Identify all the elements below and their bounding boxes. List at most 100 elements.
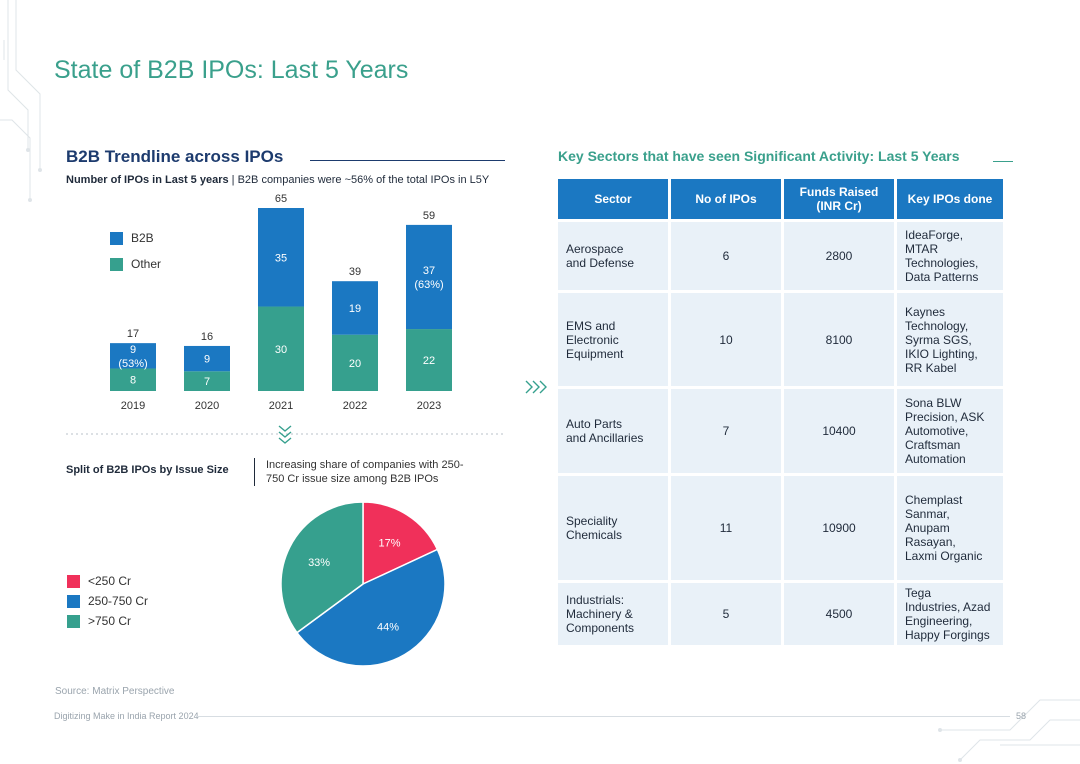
cell-funds: 8100 [784, 293, 894, 386]
col-header-key-ipos: Key IPOs done [897, 179, 1003, 219]
pie-value-label: 33% [308, 557, 330, 569]
sectors-heading-rule [993, 161, 1013, 162]
bar-b2b-2019 [110, 343, 156, 369]
source-note: Source: Matrix Perspective [55, 686, 175, 697]
legend-label-gt750: >750 Cr [88, 614, 132, 628]
x-tick-label: 2023 [417, 400, 441, 412]
ipo-bar-chart: 89 (53%)172019791620203035652021201939202… [110, 193, 452, 412]
legend-item-mid: 250-750 Cr [67, 594, 148, 608]
section-divider [66, 425, 506, 444]
bar-total-label: 65 [275, 193, 287, 205]
table-row: Industrials: Machinery & Components 5 45… [558, 583, 1003, 645]
bar-label-other: 7 [204, 376, 210, 388]
split-note: Increasing share of companies with 250-7… [266, 459, 464, 485]
bar-label-other: 8 [130, 375, 136, 387]
bar-b2b-2020 [184, 345, 230, 372]
bar-total-label: 16 [201, 331, 213, 343]
x-tick-label: 2022 [343, 400, 367, 412]
bar-b2b-2022 [332, 281, 378, 335]
table-row: EMS and Electronic Equipment 10 8100 Kay… [558, 293, 1003, 386]
legend-label-b2b: B2B [131, 231, 154, 245]
cell-sector: Auto Parts and Ancillaries [558, 389, 668, 473]
bar-total-label: 39 [349, 266, 361, 278]
cell-funds: 10900 [784, 476, 894, 580]
cell-sector: Industrials: Machinery & Components [558, 583, 668, 645]
trend-subtitle-bold: Number of IPOs in Last 5 years [66, 174, 229, 186]
col-header-funds: Funds Raised (INR Cr) [784, 179, 894, 219]
cell-ipos: 11 [671, 476, 781, 580]
cell-ipos: 10 [671, 293, 781, 386]
bar-other-2023 [406, 329, 452, 391]
bar-label-other: 30 [275, 344, 287, 356]
bar-label-b2b: 9 (53%) [118, 344, 147, 370]
pie-slice-2 [280, 501, 364, 634]
bar-total-label: 59 [423, 210, 435, 222]
cell-key-ipos: Chemplast Sanmar, Anupam Rasayan, Laxmi … [897, 476, 1003, 580]
legend-item-other: Other [110, 257, 161, 271]
trend-subtitle-rest: | B2B companies were ~56% of the total I… [228, 174, 490, 186]
cell-key-ipos: IdeaForge, MTAR Technologies, Data Patte… [897, 222, 1003, 290]
legend-swatch-b2b [110, 231, 123, 245]
trend-subtitle: Number of IPOs in Last 5 years | B2B com… [66, 174, 489, 186]
bar-label-other: 22 [423, 355, 435, 367]
cell-funds: 4500 [784, 583, 894, 645]
legend-label-lt250: <250 Cr [88, 574, 132, 588]
chevrons-right-icon [525, 380, 547, 394]
sectors-table: Sector No of IPOs Funds Raised (INR Cr) … [555, 176, 1006, 648]
split-separator [254, 458, 255, 486]
table-row: Auto Parts and Ancillaries 7 10400 Sona … [558, 389, 1003, 473]
bar-other-2021 [258, 306, 304, 391]
sectors-header-row: Sector No of IPOs Funds Raised (INR Cr) … [558, 179, 1003, 219]
bar-b2b-2021 [258, 208, 304, 307]
cell-key-ipos: Kaynes Technology, Syrma SGS, IKIO Light… [897, 293, 1003, 386]
bar-total-label: 17 [127, 328, 139, 340]
trend-heading-rule [310, 160, 505, 161]
issue-size-pie-chart: 17% 44% 33% [280, 501, 446, 667]
cell-funds: 10400 [784, 389, 894, 473]
footer-report-name: Digitizing Make in India Report 2024 [54, 711, 199, 721]
pie-slice-1 [295, 548, 446, 667]
cell-sector: EMS and Electronic Equipment [558, 293, 668, 386]
bar-legend: B2B Other [110, 231, 161, 271]
cell-sector: Speciality Chemicals [558, 476, 668, 580]
cell-funds: 2800 [784, 222, 894, 290]
legend-label-mid: 250-750 Cr [88, 594, 149, 608]
page-title: State of B2B IPOs: Last 5 Years [54, 56, 409, 84]
table-row: Aerospace and Defense 6 2800 IdeaForge, … [558, 222, 1003, 290]
pie-legend: <250 Cr 250-750 Cr >750 Cr [67, 574, 148, 628]
pie-slice-0 [362, 501, 439, 586]
pie-value-label: 44% [377, 621, 399, 633]
cell-key-ipos: Tega Industries, Azad Engineering, Happy… [897, 583, 1003, 645]
col-header-ipos: No of IPOs [671, 179, 781, 219]
table-row: Speciality Chemicals 11 10900 Chemplast … [558, 476, 1003, 580]
legend-swatch-gt750 [67, 614, 80, 628]
bar-other-2020 [184, 371, 230, 391]
bar-other-2022 [332, 334, 378, 391]
legend-swatch-other [110, 257, 123, 271]
bar-label-b2b: 35 [275, 252, 287, 264]
cell-ipos: 6 [671, 222, 781, 290]
bar-label-other: 20 [349, 358, 361, 370]
legend-item-gt750: >750 Cr [67, 614, 148, 628]
legend-swatch-mid [67, 594, 80, 608]
legend-item-lt250: <250 Cr [67, 574, 148, 588]
bar-label-b2b: 37 (63%) [414, 265, 443, 291]
sectors-heading: Key Sectors that have seen Significant A… [558, 148, 960, 164]
x-tick-label: 2019 [121, 400, 145, 412]
bar-label-b2b: 9 [204, 354, 210, 366]
bar-b2b-2023 [406, 224, 452, 330]
cell-key-ipos: Sona BLW Precision, ASK Automotive, Craf… [897, 389, 1003, 473]
footer-rule [196, 716, 1010, 717]
pie-value-label: 17% [378, 538, 400, 550]
legend-swatch-lt250 [67, 574, 80, 588]
legend-label-other: Other [131, 257, 162, 271]
footer-page-number: 58 [1016, 711, 1027, 721]
cell-ipos: 7 [671, 389, 781, 473]
cell-sector: Aerospace and Defense [558, 222, 668, 290]
x-tick-label: 2021 [269, 400, 293, 412]
legend-item-b2b: B2B [110, 231, 161, 245]
bar-other-2019 [110, 368, 156, 391]
split-heading: Split of B2B IPOs by Issue Size [66, 464, 229, 476]
x-tick-label: 2020 [195, 400, 219, 412]
